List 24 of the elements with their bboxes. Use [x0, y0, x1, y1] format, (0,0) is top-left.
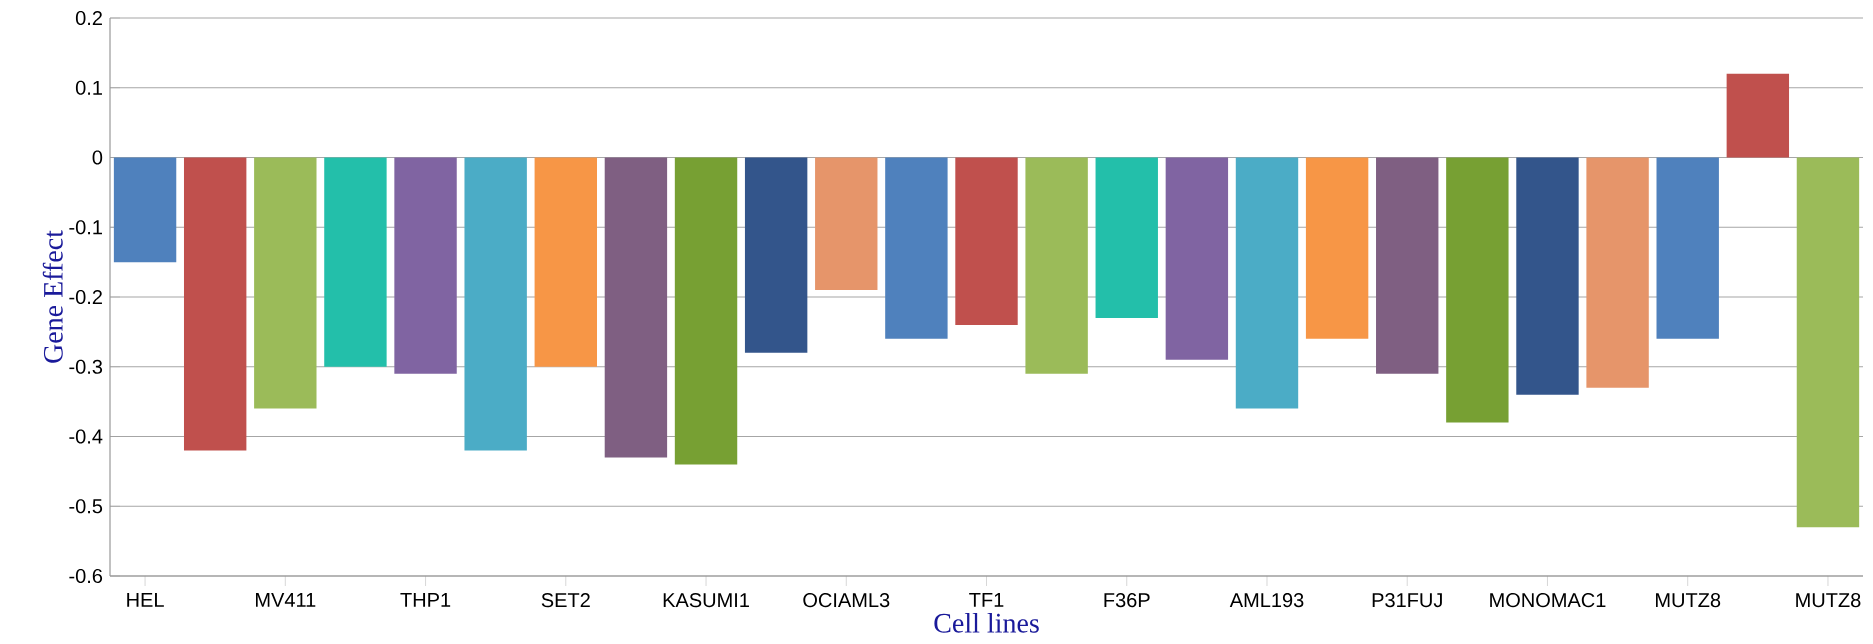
x-tick-label: THP1	[400, 593, 451, 607]
x-tick-label: OCIAML3	[803, 593, 890, 608]
x-tick-label: SET2	[541, 593, 590, 608]
x-tick-label: KASUMI1	[663, 593, 749, 608]
x-tick-label: MUTZ8	[1796, 593, 1861, 608]
y-tick-label: 0.2	[75, 10, 102, 26]
x-tick-label: TF1	[969, 593, 1004, 607]
x-tick-label: AML193	[1229, 593, 1304, 608]
y-tick-label: -0.5	[69, 499, 103, 514]
x-tick-label: MUTZ8	[1656, 593, 1721, 608]
y-tick-label: -0.6	[69, 568, 103, 584]
x-axis-title: Cell lines	[934, 612, 1039, 633]
y-tick-label: -0.3	[69, 359, 103, 374]
x-tick-label: MONOMAC1	[1490, 593, 1606, 608]
x-tick-label: P31FUJ	[1372, 593, 1442, 608]
y-tick-label: 0.1	[75, 80, 102, 95]
y-tick-label: 0	[92, 150, 103, 165]
y-tick-label: -0.4	[69, 429, 103, 444]
y-tick-label: -0.2	[69, 289, 102, 305]
y-tick-label: -0.1	[69, 220, 102, 235]
y-axis-title: Gene Effect	[42, 230, 63, 363]
x-tick-label: HEL	[127, 593, 164, 607]
x-tick-label: MV411	[256, 593, 316, 607]
x-tick-label: F36P	[1104, 593, 1150, 608]
